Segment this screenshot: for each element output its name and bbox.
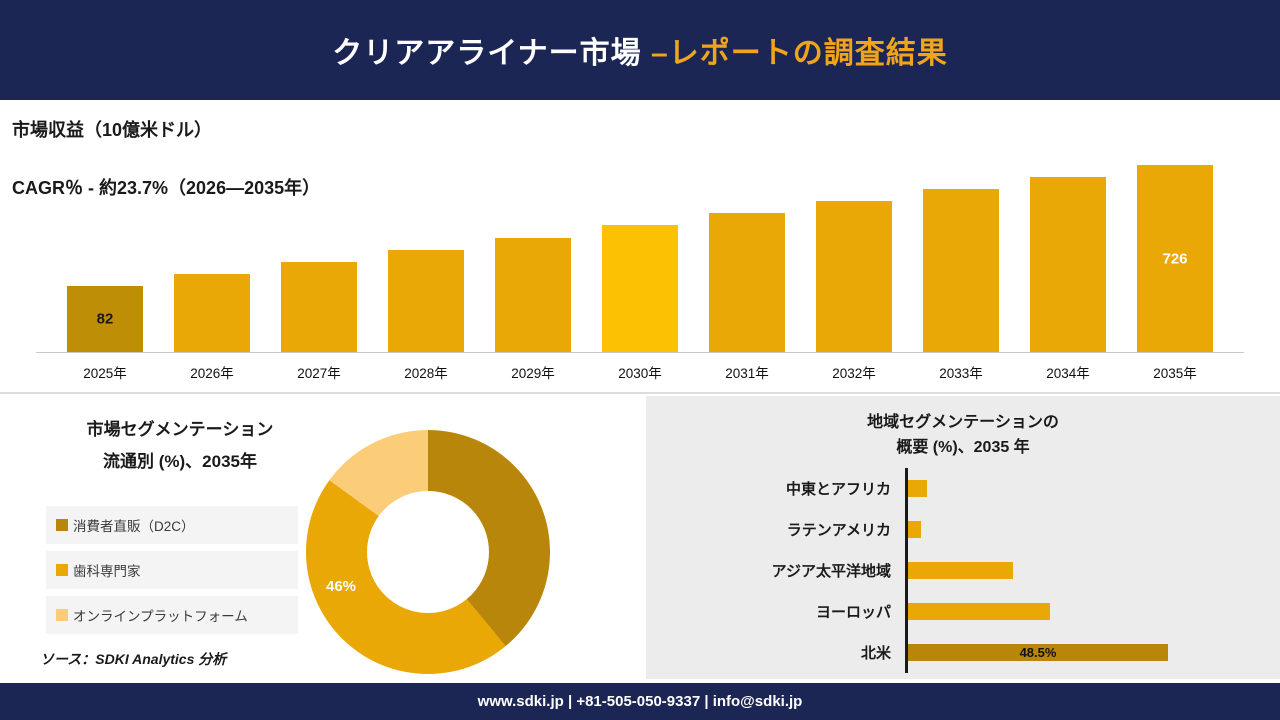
distribution-donut: 46% [306, 430, 550, 674]
revenue-bar [709, 213, 785, 352]
revenue-title: 市場収益（10億米ドル） [12, 120, 213, 140]
revenue-labels-row: 2025年 2026年 2027年 2028年 2029年 2030年 2031年 2032年… [36, 353, 1244, 392]
region-bar-area [905, 550, 1260, 591]
bar-value-label: 726 [1162, 250, 1188, 267]
segmentation-title-line2: 流通別 (%)、2035年 [103, 452, 257, 471]
legend-label: オンラインプラットフォーム [73, 609, 248, 624]
revenue-bar [174, 274, 250, 352]
x-axis-label: 2025年 [83, 366, 127, 381]
footer-text: www.sdki.jp | +81-505-050-9337 | info@sd… [477, 693, 803, 710]
region-row: 中東とアフリカ [662, 468, 1260, 509]
region-title-line2: 概要 (%)、2035 年 [896, 439, 1030, 456]
region-bar [908, 562, 1013, 579]
donut-hole [367, 491, 489, 613]
segmentation-title: 市場セグメンテーション 流通別 (%)、2035年 [30, 414, 330, 478]
revenue-bar: 82 [67, 286, 143, 352]
revenue-cagr: CAGR％ - 約23.7%（2026―2035年） [12, 178, 321, 198]
revenue-bar [602, 225, 678, 352]
legend-item: 歯科専門家 [46, 551, 298, 589]
x-axis-label: 2034年 [1046, 366, 1090, 381]
segmentation-title-line1: 市場セグメンテーション [86, 420, 274, 439]
x-axis-label: 2035年 [1153, 366, 1197, 381]
bottom-section: 市場セグメンテーション 流通別 (%)、2035年 消費者直販（D2C） 歯科専門… [0, 392, 1280, 683]
revenue-chart: 82 726 2025年 2026年 2027年 2028年 2029年 2030年 2031… [36, 143, 1244, 392]
revenue-bar [923, 189, 999, 352]
revenue-section: 市場収益（10億米ドル） CAGR％ - 約23.7%（2026―2035年） … [0, 100, 1280, 392]
region-title-line1: 地域セグメンテーションの [867, 414, 1059, 431]
revenue-bars-row: 82 726 [36, 143, 1244, 353]
source-note: ソース：SDKI Analytics 分析 [40, 651, 227, 667]
region-chart: 中東とアフリカ ラテンアメリカアジア太平洋地域ヨーロッパ北米 48.5% [662, 468, 1260, 673]
region-label: アジア太平洋地域 [771, 563, 891, 580]
region-bar-value: 48.5% [1019, 645, 1057, 660]
region-panel: 地域セグメンテーションの 概要 (%)、2035 年 中東とアフリカ ラテンアメリ… [646, 396, 1280, 679]
x-axis-label: 2026年 [190, 366, 234, 381]
revenue-bar [388, 250, 464, 352]
page-title-white: クリアアライナー市場 [332, 37, 652, 70]
region-bar [908, 521, 921, 538]
region-label: ヨーロッパ [815, 604, 891, 621]
donut-center-label: 46% [326, 578, 357, 595]
bar-value-label: 82 [96, 310, 114, 328]
revenue-bar [281, 262, 357, 352]
region-bar-area: 48.5% [905, 632, 1260, 673]
region-bar-area [905, 509, 1260, 550]
legend-label: 消費者直販（D2C） [73, 519, 195, 534]
legend-item: 消費者直販（D2C） [46, 506, 298, 544]
distribution-legend: 消費者直販（D2C） 歯科専門家オンラインプラットフォーム [46, 506, 298, 641]
x-axis-label: 2029年 [511, 366, 555, 381]
footer-bar: www.sdki.jp | +81-505-050-9337 | info@sd… [0, 683, 1280, 720]
x-axis-label: 2028年 [404, 366, 448, 381]
revenue-bar [1030, 177, 1106, 352]
region-row: 北米 48.5% [662, 632, 1260, 673]
region-row: ヨーロッパ [662, 591, 1260, 632]
page-title: クリアアライナー市場 –レポートの調査結果 [332, 28, 947, 72]
revenue-bar [495, 238, 571, 352]
region-bar [908, 480, 927, 497]
region-row: アジア太平洋地域 [662, 550, 1260, 591]
region-label: 北米 [860, 645, 891, 662]
legend-label: 歯科専門家 [73, 564, 141, 579]
region-row: ラテンアメリカ [662, 509, 1260, 550]
region-label: 中東とアフリカ [785, 481, 891, 498]
x-axis-label: 2027年 [297, 366, 341, 381]
region-title: 地域セグメンテーションの 概要 (%)、2035 年 [646, 410, 1280, 460]
region-bar: 48.5% [908, 644, 1168, 661]
region-bar-area [905, 591, 1260, 632]
region-label: ラテンアメリカ [786, 522, 891, 539]
x-axis-label: 2030年 [618, 366, 662, 381]
region-bar [908, 603, 1050, 620]
legend-item: オンラインプラットフォーム [46, 596, 298, 634]
legend-swatch [56, 609, 68, 621]
header-bar: クリアアライナー市場 –レポートの調査結果 [0, 0, 1280, 100]
page-title-gold: –レポートの調査結果 [651, 37, 948, 70]
legend-swatch [56, 519, 68, 531]
x-axis-label: 2033年 [939, 366, 983, 381]
revenue-bar [816, 201, 892, 352]
revenue-bar: 726 [1137, 165, 1213, 352]
region-bar-area [905, 468, 1260, 509]
legend-swatch [56, 564, 68, 576]
x-axis-label: 2031年 [725, 366, 769, 381]
x-axis-label: 2032年 [832, 366, 876, 381]
segmentation-panel: 市場セグメンテーション 流通別 (%)、2035年 消費者直販（D2C） 歯科専門… [0, 394, 642, 683]
